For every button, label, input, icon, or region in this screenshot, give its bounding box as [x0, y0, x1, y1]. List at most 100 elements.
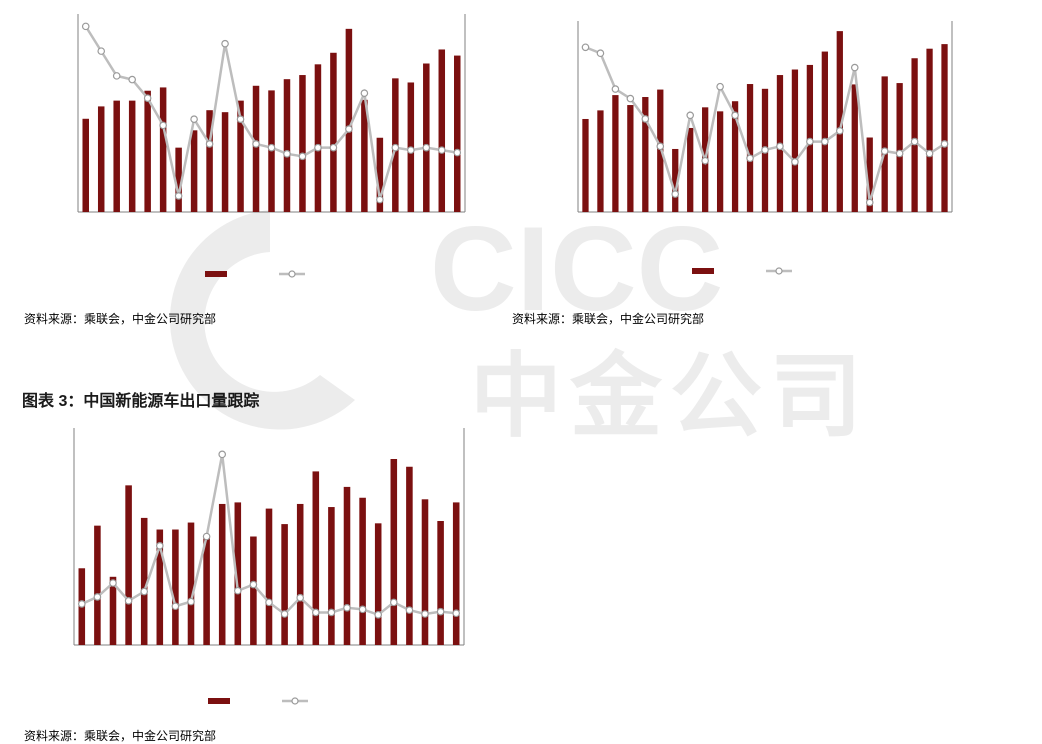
bar: [328, 507, 335, 645]
yoy-point: [452, 609, 461, 618]
watermark-company: 中金公司: [470, 346, 871, 448]
yoy-point: [407, 146, 415, 154]
bar: [866, 137, 873, 212]
bar: [582, 118, 589, 212]
yoy-point: [345, 125, 353, 133]
yoy-point: [376, 195, 384, 204]
bar: [206, 110, 213, 212]
yoy-point: [389, 598, 398, 607]
bar: [140, 517, 148, 645]
bar: [128, 100, 136, 212]
bar: [896, 83, 903, 212]
bar: [672, 148, 679, 212]
wholesale-chart: [77, 14, 466, 278]
yoy-point: [236, 115, 245, 123]
yoy-point: [128, 75, 136, 84]
bar: [941, 44, 948, 213]
retail-chart: [577, 21, 953, 275]
yoy-point: [701, 156, 709, 165]
bar: [612, 95, 619, 212]
yoy-point: [311, 608, 320, 617]
bar: [82, 118, 89, 212]
bar: [731, 101, 739, 212]
yoy-point: [327, 608, 336, 617]
yoy-point: [656, 142, 665, 151]
yoy-point: [910, 137, 919, 146]
yoy-point: [218, 450, 227, 459]
bar: [159, 87, 167, 212]
yoy-point: [940, 140, 949, 148]
legend-bar-swatch: [692, 268, 714, 274]
bar: [113, 100, 120, 212]
bar: [234, 502, 242, 645]
chart3-source: 资料来源：乘联会，中金公司研究部: [24, 729, 217, 743]
yoy-point: [296, 593, 305, 602]
bar: [187, 522, 195, 645]
yoy-point: [249, 580, 258, 589]
yoy-point: [174, 192, 183, 200]
yoy-point: [171, 602, 180, 611]
yoy-point: [437, 146, 446, 154]
yoy-point: [746, 154, 754, 163]
bar: [175, 147, 182, 212]
yoy-point: [821, 137, 829, 146]
bar: [657, 89, 664, 212]
bar: [359, 497, 366, 645]
bar: [881, 76, 888, 212]
yoy-point: [283, 150, 291, 158]
yoy-point: [93, 593, 102, 601]
yoy-point: [865, 198, 874, 207]
yoy-point: [626, 94, 635, 103]
yoy-point: [360, 89, 369, 98]
legend-bar-swatch: [205, 271, 227, 277]
bar: [237, 100, 244, 212]
yoy-point: [731, 111, 739, 120]
yoy-point: [835, 127, 844, 135]
bar: [821, 51, 828, 213]
yoy-point: [159, 121, 167, 130]
bar: [345, 28, 353, 212]
yoy-point: [895, 149, 904, 158]
bar: [218, 503, 226, 645]
bar: [109, 576, 117, 645]
yoy-point: [156, 542, 164, 550]
bar: [203, 536, 210, 645]
bar: [437, 521, 444, 645]
yoy-point: [761, 146, 769, 154]
yoy-point: [205, 140, 214, 148]
yoy-point: [143, 94, 152, 102]
yoy-point: [81, 22, 90, 31]
bar: [125, 485, 132, 645]
bar: [627, 105, 634, 212]
legend-line-marker: [775, 267, 783, 275]
yoy-point: [925, 149, 934, 158]
yoy-point: [421, 610, 429, 618]
bar: [283, 79, 291, 212]
bar: [172, 529, 179, 645]
yoy-point: [686, 111, 695, 120]
bar: [144, 90, 151, 212]
bar: [438, 49, 446, 212]
yoy-point: [265, 598, 273, 607]
yoy-point: [611, 85, 620, 93]
bar: [423, 63, 430, 212]
yoy-point: [280, 610, 289, 618]
bar: [421, 499, 429, 645]
bar: [94, 525, 101, 645]
yoy-point: [97, 47, 106, 55]
yoy-point: [112, 72, 121, 80]
yoy-point: [716, 82, 724, 91]
bar: [746, 84, 754, 212]
yoy-point: [109, 579, 117, 587]
yoy-point: [641, 115, 650, 123]
yoy-point: [221, 39, 229, 48]
bar: [296, 503, 304, 645]
chart2-source: 资料来源：乘联会，中金公司研究部: [512, 312, 705, 326]
figure3-title: 图表 3：中国新能源车出口量跟踪: [22, 393, 260, 410]
bar: [687, 127, 694, 212]
bar: [190, 130, 198, 212]
yoy-point: [202, 532, 211, 541]
yoy-point: [190, 115, 198, 123]
bar: [642, 97, 649, 212]
bar: [343, 486, 351, 645]
